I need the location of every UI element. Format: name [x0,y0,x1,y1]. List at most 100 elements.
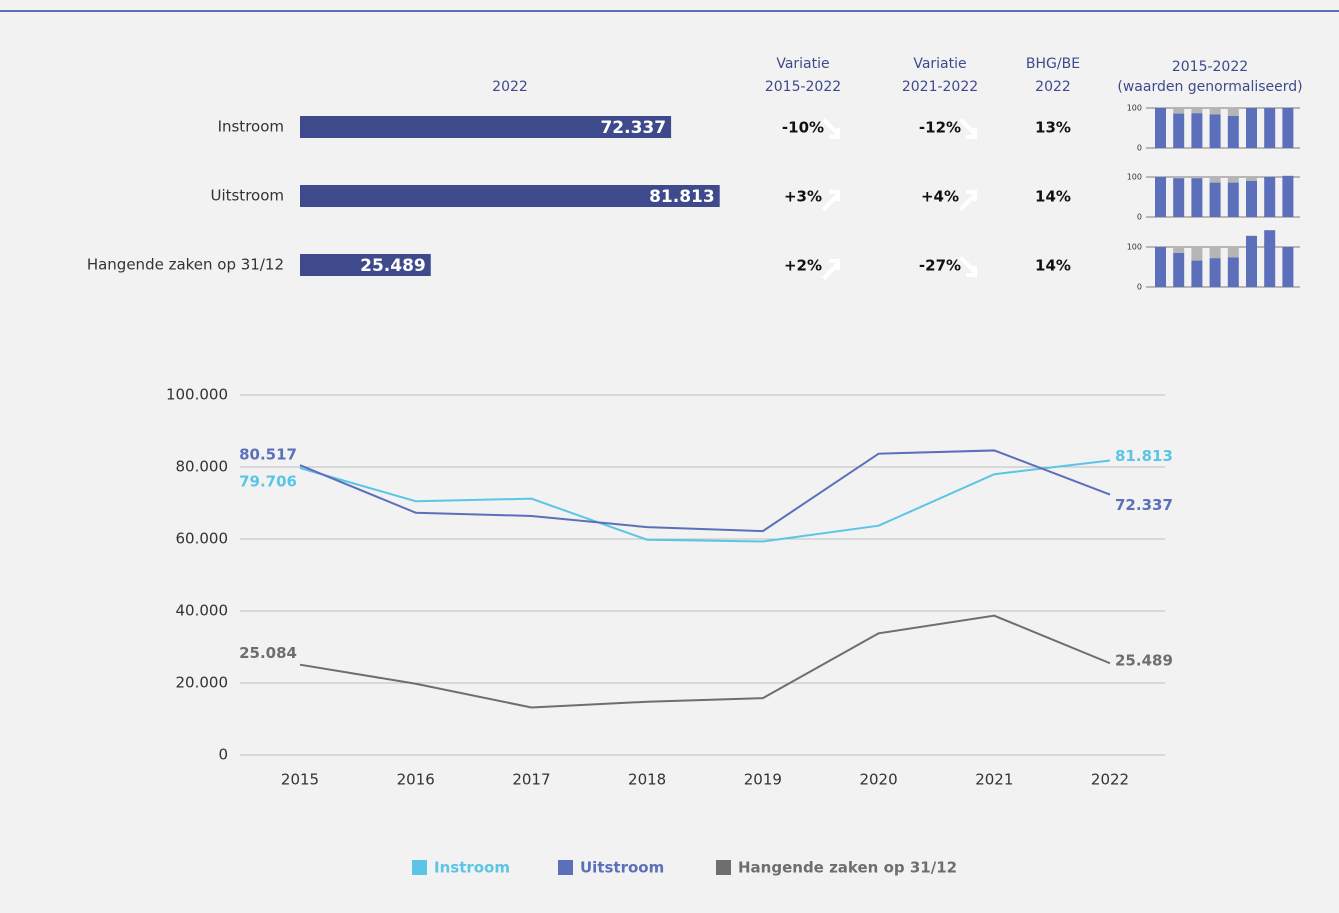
trend-arrow [822,259,840,280]
mini-bar [1282,247,1294,287]
mini-bar [1209,114,1221,148]
mini-bar [1227,182,1239,217]
row-label: Uitstroom [210,187,284,205]
mini-bar [1173,253,1185,287]
line [299,449,1111,533]
top-rule [0,10,1339,12]
mini-bar [1155,247,1166,287]
legend-label: Hangende zaken op 31/12 [738,859,957,877]
mini-bar [1264,177,1276,217]
mini-tick-label: 100 [1127,104,1142,113]
y-tick-label: 100.000 [166,386,228,404]
mini-bar [1227,116,1239,148]
column-subheader: (waarden genormaliseerd) [1117,79,1302,95]
mini-bar [1155,108,1166,148]
mini-bar-gap [1227,108,1239,116]
legend-label: Instroom [434,859,510,877]
column-header: 2022 [1035,79,1071,95]
mini-bar [1227,257,1239,287]
y-tick-label: 40.000 [176,602,229,620]
table-cell: -27% [919,257,961,275]
table-cell: +2% [784,257,822,275]
mini-bar [1246,108,1257,148]
mini-bar [1246,181,1257,217]
bar-value-label: 81.813 [649,187,715,207]
table-cell: +3% [784,188,822,206]
bar-value-label: 72.337 [600,118,666,138]
mini-bar [1155,177,1166,217]
mini-bar [1173,113,1185,148]
trend-arrow [822,190,840,211]
legend-swatch [716,860,731,875]
mini-bar-gap [1209,247,1221,259]
arrow-shape [822,190,840,211]
legend-swatch [558,860,573,875]
y-tick-label: 0 [218,746,228,764]
x-tick-label: 2018 [628,771,666,789]
column-header: Variatie [913,56,966,72]
row-label: Instroom [218,118,284,136]
mini-bar [1209,258,1221,287]
column-header: Variatie [776,56,829,72]
mini-bar-gap [1191,247,1203,261]
mini-bar-gap [1246,177,1257,181]
mini-bar [1282,107,1294,148]
y-tick-label: 20.000 [176,674,229,692]
line [299,614,1111,709]
x-tick-label: 2017 [512,771,550,789]
mini-bar-gap [1173,247,1185,253]
legend-swatch [412,860,427,875]
trend-arrow [959,190,977,211]
arrow-shape [959,190,977,211]
data-label: 72.337 [1115,496,1173,514]
mini-bar-gap [1209,108,1221,115]
mini-tick-label: 100 [1127,243,1142,252]
x-tick-label: 2020 [859,771,897,789]
column-header: 2015-2022 [765,79,841,95]
data-label: 79.706 [239,473,297,491]
legend-label: Uitstroom [580,859,664,877]
arrow-shape [822,259,840,280]
table-cell: 13% [1035,119,1071,137]
y-tick-label: 80.000 [176,458,229,476]
row-label: Hangende zaken op 31/12 [87,256,284,274]
arrow-shape [959,256,977,277]
x-tick-label: 2022 [1091,771,1129,789]
bar [300,116,672,138]
x-tick-label: 2019 [744,771,782,789]
data-label: 81.813 [1115,447,1173,465]
trend-arrow [822,118,840,139]
mini-tick-label: 0 [1137,213,1142,222]
table-cell: -10% [782,119,824,137]
bar [300,254,431,276]
mini-bar [1173,178,1185,217]
line [299,459,1111,543]
table-cell: -12% [919,119,961,137]
mini-bar [1264,230,1276,287]
mini-bar-gap [1173,177,1185,179]
arrow-shape [959,118,977,139]
trend-arrow [959,118,977,139]
mini-bar [1282,175,1294,217]
mini-tick-label: 0 [1137,144,1142,153]
data-label: 80.517 [239,446,297,464]
mini-bar-gap [1173,108,1185,114]
mini-bar [1191,113,1203,148]
column-header: BHG/BE [1026,56,1080,72]
mini-bar [1264,108,1276,148]
column-header: 2021-2022 [902,79,978,95]
column-header: 2015-2022 [1172,59,1248,75]
table-cell: 14% [1035,188,1071,206]
y-tick-label: 60.000 [176,530,229,548]
x-tick-label: 2015 [281,771,319,789]
mini-bar-gap [1209,177,1221,183]
bar [300,185,720,207]
mini-bar [1191,178,1203,217]
column-header: 2022 [492,79,528,95]
bar-value-label: 25.489 [360,256,426,276]
x-tick-label: 2016 [397,771,435,789]
mini-bar [1246,235,1257,287]
x-tick-label: 2021 [975,771,1013,789]
table-cell: +4% [921,188,959,206]
